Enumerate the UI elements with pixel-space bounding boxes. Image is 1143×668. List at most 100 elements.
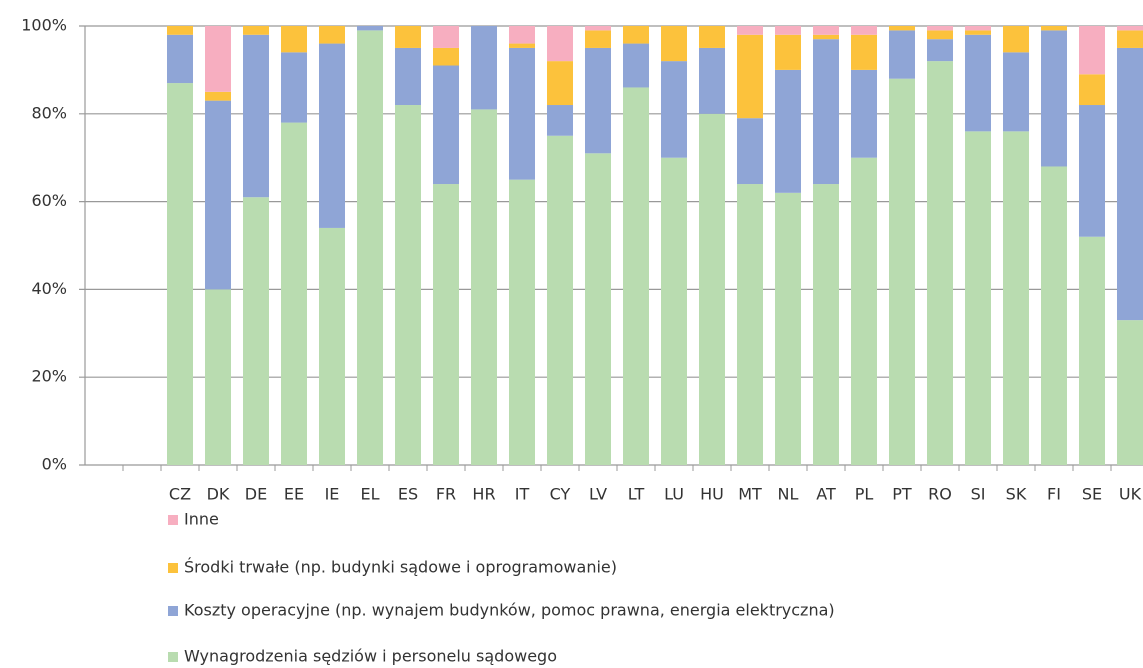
x-tick-label: CY: [550, 485, 571, 504]
x-tick-label: IE: [325, 485, 340, 504]
bar-segment: [1041, 30, 1067, 167]
bar-segment: [1041, 26, 1067, 31]
bar-segment: [1079, 105, 1105, 237]
bar-segment: [395, 47, 421, 106]
bar-segment: [357, 30, 383, 465]
bar-segment: [965, 131, 991, 466]
bar-segment: [509, 43, 535, 48]
y-tick-label: 80%: [31, 103, 67, 122]
x-tick-label: MT: [738, 485, 762, 504]
bar-segment: [547, 61, 573, 106]
y-tick-label: 100%: [21, 16, 67, 35]
legend-label: Środki trwałe (np. budynki sądowe i opro…: [184, 558, 617, 577]
bar-segment: [737, 118, 763, 185]
bar-segment: [395, 105, 421, 466]
bar-segment: [1117, 320, 1143, 465]
bar-segment: [243, 34, 269, 198]
y-tick-label: 20%: [31, 367, 67, 386]
x-tick-label: SK: [1006, 485, 1027, 504]
legend-swatch: [168, 652, 178, 662]
bar-segment: [281, 122, 307, 465]
bar-segment: [243, 197, 269, 465]
bar-segment: [851, 69, 877, 158]
y-tick-label: 60%: [31, 191, 67, 210]
bar-segment: [699, 47, 725, 114]
bar-segment: [851, 34, 877, 70]
x-tick-label: NL: [778, 485, 799, 504]
bar-segment: [433, 65, 459, 185]
bar-segment: [1079, 26, 1105, 75]
bar-segment: [509, 26, 535, 44]
bar-segment: [319, 43, 345, 228]
bar-segment: [1117, 30, 1143, 48]
bar-segment: [927, 26, 953, 31]
x-tick-label: SE: [1082, 485, 1102, 504]
x-tick-label: FI: [1047, 485, 1061, 504]
bar-segment: [281, 52, 307, 123]
bar-segment: [585, 47, 611, 154]
legend-swatch: [168, 515, 178, 525]
x-tick-label: RO: [928, 485, 952, 504]
x-tick-label: LV: [589, 485, 607, 504]
bar-segment: [737, 184, 763, 466]
bar-segment: [471, 26, 497, 110]
bar-segment: [965, 30, 991, 35]
bar-segment: [927, 61, 953, 466]
x-tick-label: HU: [700, 485, 724, 504]
bar-segment: [547, 26, 573, 62]
bar-segment: [395, 26, 421, 48]
y-tick-label: 0%: [42, 455, 67, 474]
bar-segment: [661, 61, 687, 158]
bar-segment: [1041, 166, 1067, 466]
bar-segment: [813, 34, 839, 40]
legend-swatch: [168, 563, 178, 573]
bar-segment: [167, 26, 193, 35]
bar-segment: [737, 26, 763, 35]
bar-segment: [585, 153, 611, 465]
x-tick-label: LU: [664, 485, 684, 504]
x-tick-label: ES: [398, 485, 418, 504]
bar-segment: [1079, 74, 1105, 106]
x-tick-label: CZ: [169, 485, 191, 504]
bar-segment: [509, 47, 535, 180]
x-tick-label: DE: [245, 485, 267, 504]
bar-segment: [205, 26, 231, 92]
x-tick-label: IT: [515, 485, 530, 504]
bar-segment: [547, 105, 573, 136]
bar-segment: [433, 26, 459, 48]
legend-label: Inne: [184, 510, 219, 529]
bar-segment: [661, 157, 687, 465]
bar-segment: [433, 184, 459, 466]
bar-segment: [623, 87, 649, 466]
bar-segment: [281, 26, 307, 53]
bar-segment: [433, 47, 459, 66]
x-tick-label: UK: [1119, 485, 1142, 504]
bar-segment: [889, 26, 915, 31]
x-tick-label: EE: [284, 485, 304, 504]
bar-segment: [661, 26, 687, 62]
bar-segment: [167, 34, 193, 84]
x-tick-label: LT: [628, 485, 645, 504]
bar-segment: [205, 91, 231, 101]
bar-segment: [357, 26, 383, 31]
x-tick-label: HR: [472, 485, 495, 504]
bar-segment: [623, 26, 649, 44]
bar-segment: [319, 26, 345, 44]
bar-segment: [1079, 236, 1105, 465]
y-tick-label: 40%: [31, 279, 67, 298]
bar-segment: [851, 26, 877, 35]
x-tick-label: FR: [436, 485, 456, 504]
bar-segment: [775, 26, 801, 35]
bar-segment: [775, 192, 801, 465]
bar-segment: [1117, 26, 1143, 31]
bar-segment: [927, 30, 953, 40]
legend-label: Wynagrodzenia sędziów i personelu sądowe…: [184, 647, 557, 666]
bar-segment: [585, 26, 611, 31]
bar-segment: [927, 39, 953, 62]
x-tick-label: AT: [816, 485, 836, 504]
bar-segment: [319, 227, 345, 465]
x-tick-label: DK: [207, 485, 230, 504]
bar-segment: [775, 69, 801, 193]
bar-segment: [1117, 47, 1143, 321]
